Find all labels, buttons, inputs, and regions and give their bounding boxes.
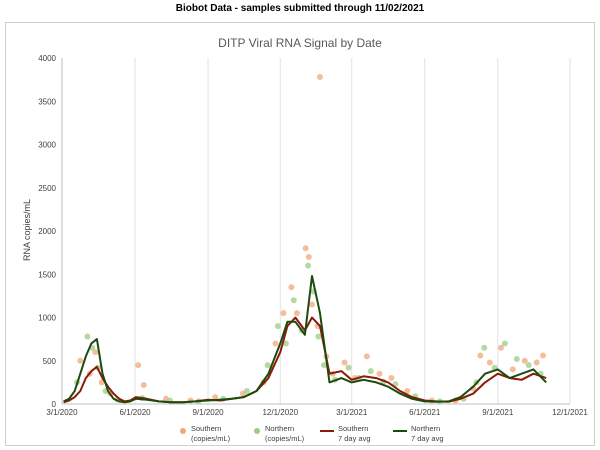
legend-label: Southern: [338, 424, 368, 433]
legend-sublabel: (copies/mL): [191, 434, 231, 443]
data-point: [363, 353, 370, 360]
axes: 3/1/2020 6/1/2020 9/1/2020 12/1/2020 3/1/202…: [38, 54, 588, 417]
chart-frame: [5, 22, 595, 446]
data-point: [243, 388, 250, 395]
data-point: [388, 375, 395, 382]
data-point: [481, 344, 488, 351]
data-point: [404, 388, 411, 395]
data-point: [305, 262, 312, 269]
legend-sublabel: 7 day avg: [411, 434, 444, 443]
y-tick-label: 500: [43, 357, 57, 366]
data-point: [376, 370, 383, 377]
scatter-points: [74, 74, 547, 405]
data-point: [305, 253, 312, 260]
scatter-series: [77, 74, 547, 404]
y-tick-label: 1000: [38, 314, 56, 323]
avg-lines: [63, 275, 547, 404]
y-tick-label: 3000: [38, 141, 56, 150]
legend-sublabel: 7 day avg: [338, 434, 371, 443]
data-point: [212, 394, 219, 401]
y-tick-label: 1500: [38, 270, 56, 279]
legend-label: Southern: [191, 424, 221, 433]
y-tick-label: 2500: [38, 184, 56, 193]
data-point: [274, 323, 281, 330]
x-tick-label: 12/1/2020: [262, 408, 298, 417]
data-point: [290, 297, 297, 304]
y-tick-label: 0: [52, 400, 57, 409]
data-point: [320, 362, 327, 369]
data-point: [501, 340, 508, 347]
data-point: [302, 245, 309, 252]
page-header: Biobot Data - samples submitted through …: [175, 3, 425, 14]
data-point: [272, 340, 279, 347]
data-point: [92, 349, 99, 356]
data-point: [513, 356, 520, 363]
data-point: [521, 357, 528, 364]
chart-title: DITP Viral RNA Signal by Date: [218, 36, 382, 50]
data-point: [140, 381, 147, 388]
y-tick-label: 2000: [38, 227, 56, 236]
x-tick-label: 12/1/2021: [552, 408, 588, 417]
x-tick-label: 6/1/2020: [119, 408, 151, 417]
legend-label: Northern: [265, 424, 294, 433]
data-point: [341, 359, 348, 366]
data-point: [497, 344, 504, 351]
x-tick-label: 3/1/2020: [46, 408, 78, 417]
series-line: [63, 275, 547, 404]
data-point: [316, 74, 323, 81]
data-point: [293, 310, 300, 317]
legend-sublabel: (copies/mL): [265, 434, 305, 443]
legend-entry: Northern(copies/mL): [254, 424, 305, 443]
legend-marker: [254, 428, 260, 434]
x-tick-label: 9/1/2020: [192, 408, 224, 417]
data-point: [309, 301, 316, 308]
data-point: [282, 340, 289, 347]
gridlines: [134, 58, 571, 404]
y-tick-label: 3500: [38, 97, 56, 106]
y-axis-label: RNA copies/mL: [22, 199, 32, 261]
data-point: [77, 357, 84, 364]
legend: Southern(copies/mL)Northern(copies/mL)So…: [180, 424, 444, 443]
legend-marker: [180, 428, 186, 434]
legend-entry: Southern(copies/mL): [180, 424, 231, 443]
data-point: [367, 368, 374, 375]
data-point: [525, 362, 532, 369]
data-point: [84, 333, 91, 340]
data-point: [135, 362, 142, 369]
legend-label: Northern: [411, 424, 440, 433]
data-point: [288, 284, 295, 291]
data-point: [533, 359, 540, 366]
data-point: [345, 364, 352, 371]
data-point: [486, 359, 493, 366]
data-point: [264, 362, 271, 369]
data-point: [509, 366, 516, 373]
data-point: [477, 352, 484, 359]
data-point: [315, 333, 322, 340]
y-tick-label: 4000: [38, 54, 56, 63]
x-tick-label: 9/1/2021: [482, 408, 514, 417]
data-point: [540, 352, 547, 359]
x-tick-label: 6/1/2021: [409, 408, 441, 417]
x-tick-label: 3/1/2021: [336, 408, 368, 417]
data-point: [280, 310, 287, 317]
